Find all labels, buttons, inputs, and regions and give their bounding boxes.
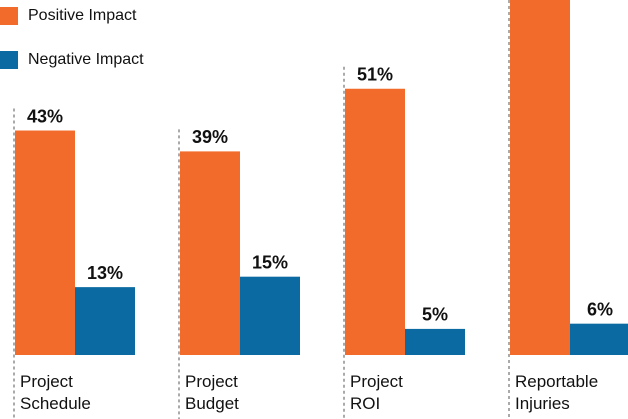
x-tick-label: Project Budget	[185, 372, 239, 413]
legend-swatch	[0, 7, 18, 25]
legend-label: Negative Impact	[28, 51, 144, 68]
data-label: 15%	[252, 252, 288, 272]
x-tick-label: Project Schedule	[20, 372, 91, 413]
legend-label: Positive Impact	[28, 7, 137, 24]
bar	[75, 287, 135, 355]
bar	[15, 130, 75, 355]
data-label: 5%	[422, 305, 448, 325]
bar	[405, 328, 465, 355]
bar	[510, 0, 570, 355]
data-label: 51%	[357, 65, 393, 85]
x-tick-label: Reportable Injuries	[515, 372, 598, 413]
data-label: 6%	[587, 299, 613, 319]
bar	[180, 151, 240, 355]
data-label: 39%	[192, 127, 228, 147]
bar	[240, 276, 300, 355]
data-label: 43%	[27, 106, 63, 126]
data-label: 13%	[87, 263, 123, 283]
legend-swatch	[0, 51, 18, 69]
x-tick-label: Project ROI	[350, 372, 403, 413]
bar	[570, 323, 628, 355]
bar	[345, 88, 405, 355]
